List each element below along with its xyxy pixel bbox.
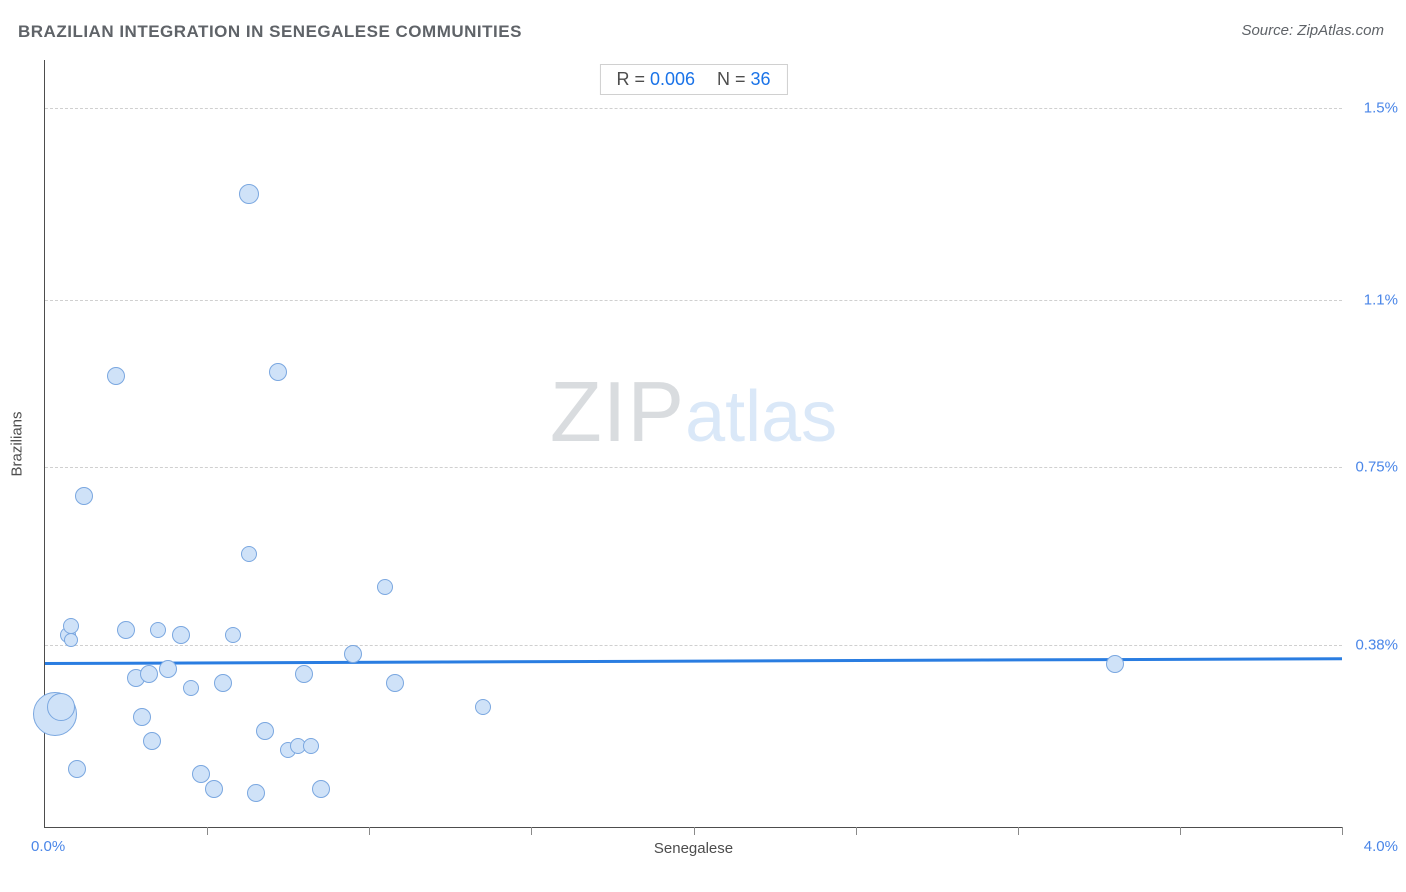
data-point bbox=[68, 760, 86, 778]
y-tick-label: 0.75% bbox=[1355, 459, 1398, 476]
gridline bbox=[45, 467, 1342, 468]
data-point bbox=[475, 699, 491, 715]
y-tick-label: 1.5% bbox=[1364, 99, 1398, 116]
gridline bbox=[45, 300, 1342, 301]
x-max-label: 4.0% bbox=[1364, 838, 1398, 855]
data-point bbox=[344, 645, 362, 663]
chart-title: BRAZILIAN INTEGRATION IN SENEGALESE COMM… bbox=[18, 22, 522, 42]
x-tick bbox=[694, 827, 695, 835]
data-point bbox=[295, 665, 313, 683]
data-point bbox=[377, 579, 393, 595]
data-point bbox=[63, 618, 79, 634]
r-stat: R = 0.006 bbox=[616, 69, 695, 90]
data-point bbox=[172, 626, 190, 644]
data-point bbox=[64, 633, 78, 647]
x-tick bbox=[1180, 827, 1181, 835]
x-tick bbox=[369, 827, 370, 835]
data-point bbox=[107, 367, 125, 385]
data-point bbox=[205, 780, 223, 798]
r-label: R = bbox=[616, 69, 650, 89]
data-point bbox=[303, 738, 319, 754]
scatter-plot-area: ZIPatlas R = 0.006 N = 36 Brazilians Sen… bbox=[44, 60, 1342, 828]
n-stat: N = 36 bbox=[717, 69, 771, 90]
data-point bbox=[133, 708, 151, 726]
data-point bbox=[1106, 655, 1124, 673]
gridline bbox=[45, 108, 1342, 109]
data-point bbox=[47, 693, 75, 721]
x-tick bbox=[531, 827, 532, 835]
n-label: N = bbox=[717, 69, 751, 89]
data-point bbox=[140, 665, 158, 683]
data-point bbox=[256, 722, 274, 740]
x-axis-label: Senegalese bbox=[654, 840, 733, 857]
x-tick bbox=[207, 827, 208, 835]
y-axis-label: Brazilians bbox=[9, 411, 26, 476]
trendline bbox=[45, 657, 1342, 665]
data-point bbox=[239, 184, 259, 204]
y-tick-label: 0.38% bbox=[1355, 636, 1398, 653]
source-attribution: Source: ZipAtlas.com bbox=[1241, 22, 1384, 39]
n-value: 36 bbox=[751, 69, 771, 89]
data-point bbox=[312, 780, 330, 798]
y-tick-label: 1.1% bbox=[1364, 291, 1398, 308]
data-point bbox=[150, 622, 166, 638]
x-origin-label: 0.0% bbox=[31, 838, 65, 855]
watermark: ZIPatlas bbox=[550, 364, 837, 462]
data-point bbox=[247, 784, 265, 802]
data-point bbox=[159, 660, 177, 678]
data-point bbox=[214, 674, 232, 692]
x-tick bbox=[1342, 827, 1343, 835]
watermark-zip: ZIP bbox=[550, 365, 685, 460]
data-point bbox=[75, 487, 93, 505]
data-point bbox=[117, 621, 135, 639]
r-value: 0.006 bbox=[650, 69, 695, 89]
data-point bbox=[143, 732, 161, 750]
data-point bbox=[192, 765, 210, 783]
x-tick bbox=[1018, 827, 1019, 835]
watermark-atlas: atlas bbox=[685, 377, 837, 457]
x-tick bbox=[856, 827, 857, 835]
data-point bbox=[225, 627, 241, 643]
data-point bbox=[241, 546, 257, 562]
stats-legend: R = 0.006 N = 36 bbox=[599, 64, 787, 95]
gridline bbox=[45, 645, 1342, 646]
data-point bbox=[269, 363, 287, 381]
data-point bbox=[183, 680, 199, 696]
data-point bbox=[386, 674, 404, 692]
